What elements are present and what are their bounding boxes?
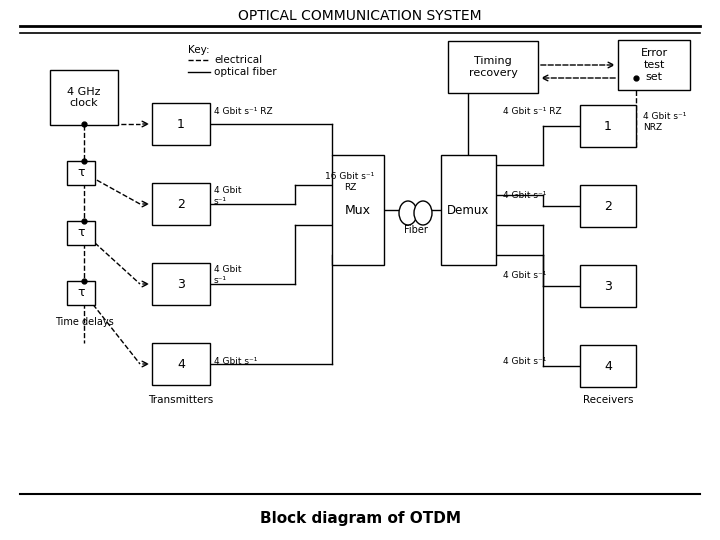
Text: 1: 1 bbox=[604, 119, 612, 132]
Bar bbox=[152, 343, 210, 385]
Bar bbox=[580, 105, 636, 147]
Bar bbox=[67, 161, 95, 185]
Text: 3: 3 bbox=[177, 278, 185, 291]
Bar bbox=[618, 40, 690, 90]
Text: 4 Gbit
s⁻¹: 4 Gbit s⁻¹ bbox=[214, 186, 241, 206]
Text: Time delays: Time delays bbox=[55, 317, 113, 327]
Text: 4 Gbit s⁻¹: 4 Gbit s⁻¹ bbox=[503, 271, 546, 280]
Text: 4 GHz
clock: 4 GHz clock bbox=[67, 87, 101, 109]
Bar bbox=[67, 281, 95, 305]
Bar bbox=[152, 183, 210, 225]
Bar bbox=[580, 345, 636, 387]
Text: 4 Gbit s⁻¹ RZ: 4 Gbit s⁻¹ RZ bbox=[503, 107, 562, 117]
Text: 4 Gbit s⁻¹: 4 Gbit s⁻¹ bbox=[214, 357, 257, 367]
Text: Demux: Demux bbox=[447, 204, 490, 217]
Text: Key:: Key: bbox=[188, 45, 210, 55]
Text: 2: 2 bbox=[177, 198, 185, 211]
Text: 4 Gbit s⁻¹: 4 Gbit s⁻¹ bbox=[503, 192, 546, 200]
Text: Block diagram of OTDM: Block diagram of OTDM bbox=[259, 510, 461, 525]
Bar bbox=[441, 155, 496, 265]
Text: 4: 4 bbox=[604, 360, 612, 373]
Text: τ: τ bbox=[77, 166, 85, 179]
Text: Fiber: Fiber bbox=[404, 225, 428, 235]
Text: 3: 3 bbox=[604, 280, 612, 293]
Text: τ: τ bbox=[77, 226, 85, 240]
Text: 2: 2 bbox=[604, 199, 612, 213]
Text: Transmitters: Transmitters bbox=[148, 395, 214, 405]
Text: 4 Gbit s⁻¹: 4 Gbit s⁻¹ bbox=[503, 357, 546, 367]
Bar bbox=[50, 70, 118, 125]
Bar bbox=[580, 185, 636, 227]
Text: 4 Gbit s⁻¹ RZ: 4 Gbit s⁻¹ RZ bbox=[214, 107, 273, 117]
Bar bbox=[580, 265, 636, 307]
Bar bbox=[152, 103, 210, 145]
Text: τ: τ bbox=[77, 287, 85, 300]
Text: Timing
recovery: Timing recovery bbox=[469, 56, 518, 78]
Bar bbox=[67, 221, 95, 245]
Text: Receivers: Receivers bbox=[582, 395, 634, 405]
Text: optical fiber: optical fiber bbox=[214, 67, 276, 77]
Text: Mux: Mux bbox=[345, 204, 371, 217]
Ellipse shape bbox=[414, 201, 432, 225]
Ellipse shape bbox=[399, 201, 417, 225]
Text: Error
test
set: Error test set bbox=[640, 49, 667, 82]
Bar bbox=[152, 263, 210, 305]
Text: 4 Gbit
s⁻¹: 4 Gbit s⁻¹ bbox=[214, 265, 241, 285]
Text: 4 Gbit s⁻¹
NRZ: 4 Gbit s⁻¹ NRZ bbox=[643, 112, 686, 132]
Bar bbox=[332, 155, 384, 265]
Text: 16 Gbit s⁻¹
RZ: 16 Gbit s⁻¹ RZ bbox=[325, 172, 374, 192]
Text: 4: 4 bbox=[177, 357, 185, 370]
Text: OPTICAL COMMUNICATION SYSTEM: OPTICAL COMMUNICATION SYSTEM bbox=[238, 9, 482, 23]
Text: 1: 1 bbox=[177, 118, 185, 131]
Bar bbox=[448, 41, 538, 93]
Text: electrical: electrical bbox=[214, 55, 262, 65]
